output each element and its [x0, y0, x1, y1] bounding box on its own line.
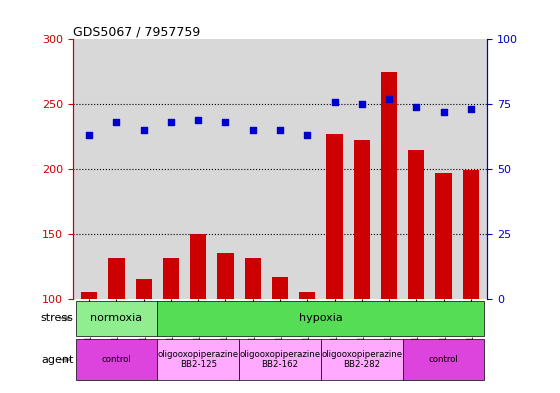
Bar — [163, 259, 179, 393]
Text: oligooxopiperazine
BB2-125: oligooxopiperazine BB2-125 — [158, 350, 239, 369]
Bar — [108, 259, 124, 393]
Bar — [157, 339, 239, 380]
Point — [330, 98, 339, 105]
Bar — [403, 339, 484, 380]
Point — [439, 109, 448, 115]
Point — [303, 132, 312, 138]
Bar — [217, 253, 234, 393]
Bar — [190, 234, 207, 393]
Text: stress: stress — [40, 313, 73, 323]
Text: hypoxia: hypoxia — [299, 313, 343, 323]
Text: agent: agent — [41, 354, 73, 365]
Text: ■: ■ — [73, 392, 85, 393]
Bar — [136, 279, 152, 393]
Bar — [76, 301, 157, 336]
Bar — [353, 140, 370, 393]
Bar — [381, 72, 397, 393]
Bar — [408, 149, 424, 393]
Text: control: control — [101, 355, 131, 364]
Bar — [299, 292, 315, 393]
Point — [85, 132, 94, 138]
Bar — [321, 339, 403, 380]
Bar — [326, 134, 343, 393]
Point — [166, 119, 175, 125]
Text: oligooxopiperazine
BB2-162: oligooxopiperazine BB2-162 — [240, 350, 320, 369]
Text: oligooxopiperazine
BB2-282: oligooxopiperazine BB2-282 — [321, 350, 402, 369]
Bar — [245, 259, 261, 393]
Bar — [272, 277, 288, 393]
Text: control: control — [429, 355, 459, 364]
Point — [385, 96, 394, 102]
Point — [194, 117, 203, 123]
Point — [139, 127, 148, 133]
Point — [221, 119, 230, 125]
Bar — [463, 170, 479, 393]
Text: GDS5067 / 7957759: GDS5067 / 7957759 — [73, 25, 200, 38]
Bar — [76, 339, 157, 380]
Point — [248, 127, 257, 133]
Bar — [157, 301, 484, 336]
Point — [357, 101, 366, 107]
Point — [276, 127, 284, 133]
Bar — [81, 292, 97, 393]
Point — [466, 106, 475, 112]
Text: normoxia: normoxia — [90, 313, 142, 323]
Bar — [239, 339, 321, 380]
Bar — [435, 173, 452, 393]
Point — [412, 104, 421, 110]
Point — [112, 119, 121, 125]
